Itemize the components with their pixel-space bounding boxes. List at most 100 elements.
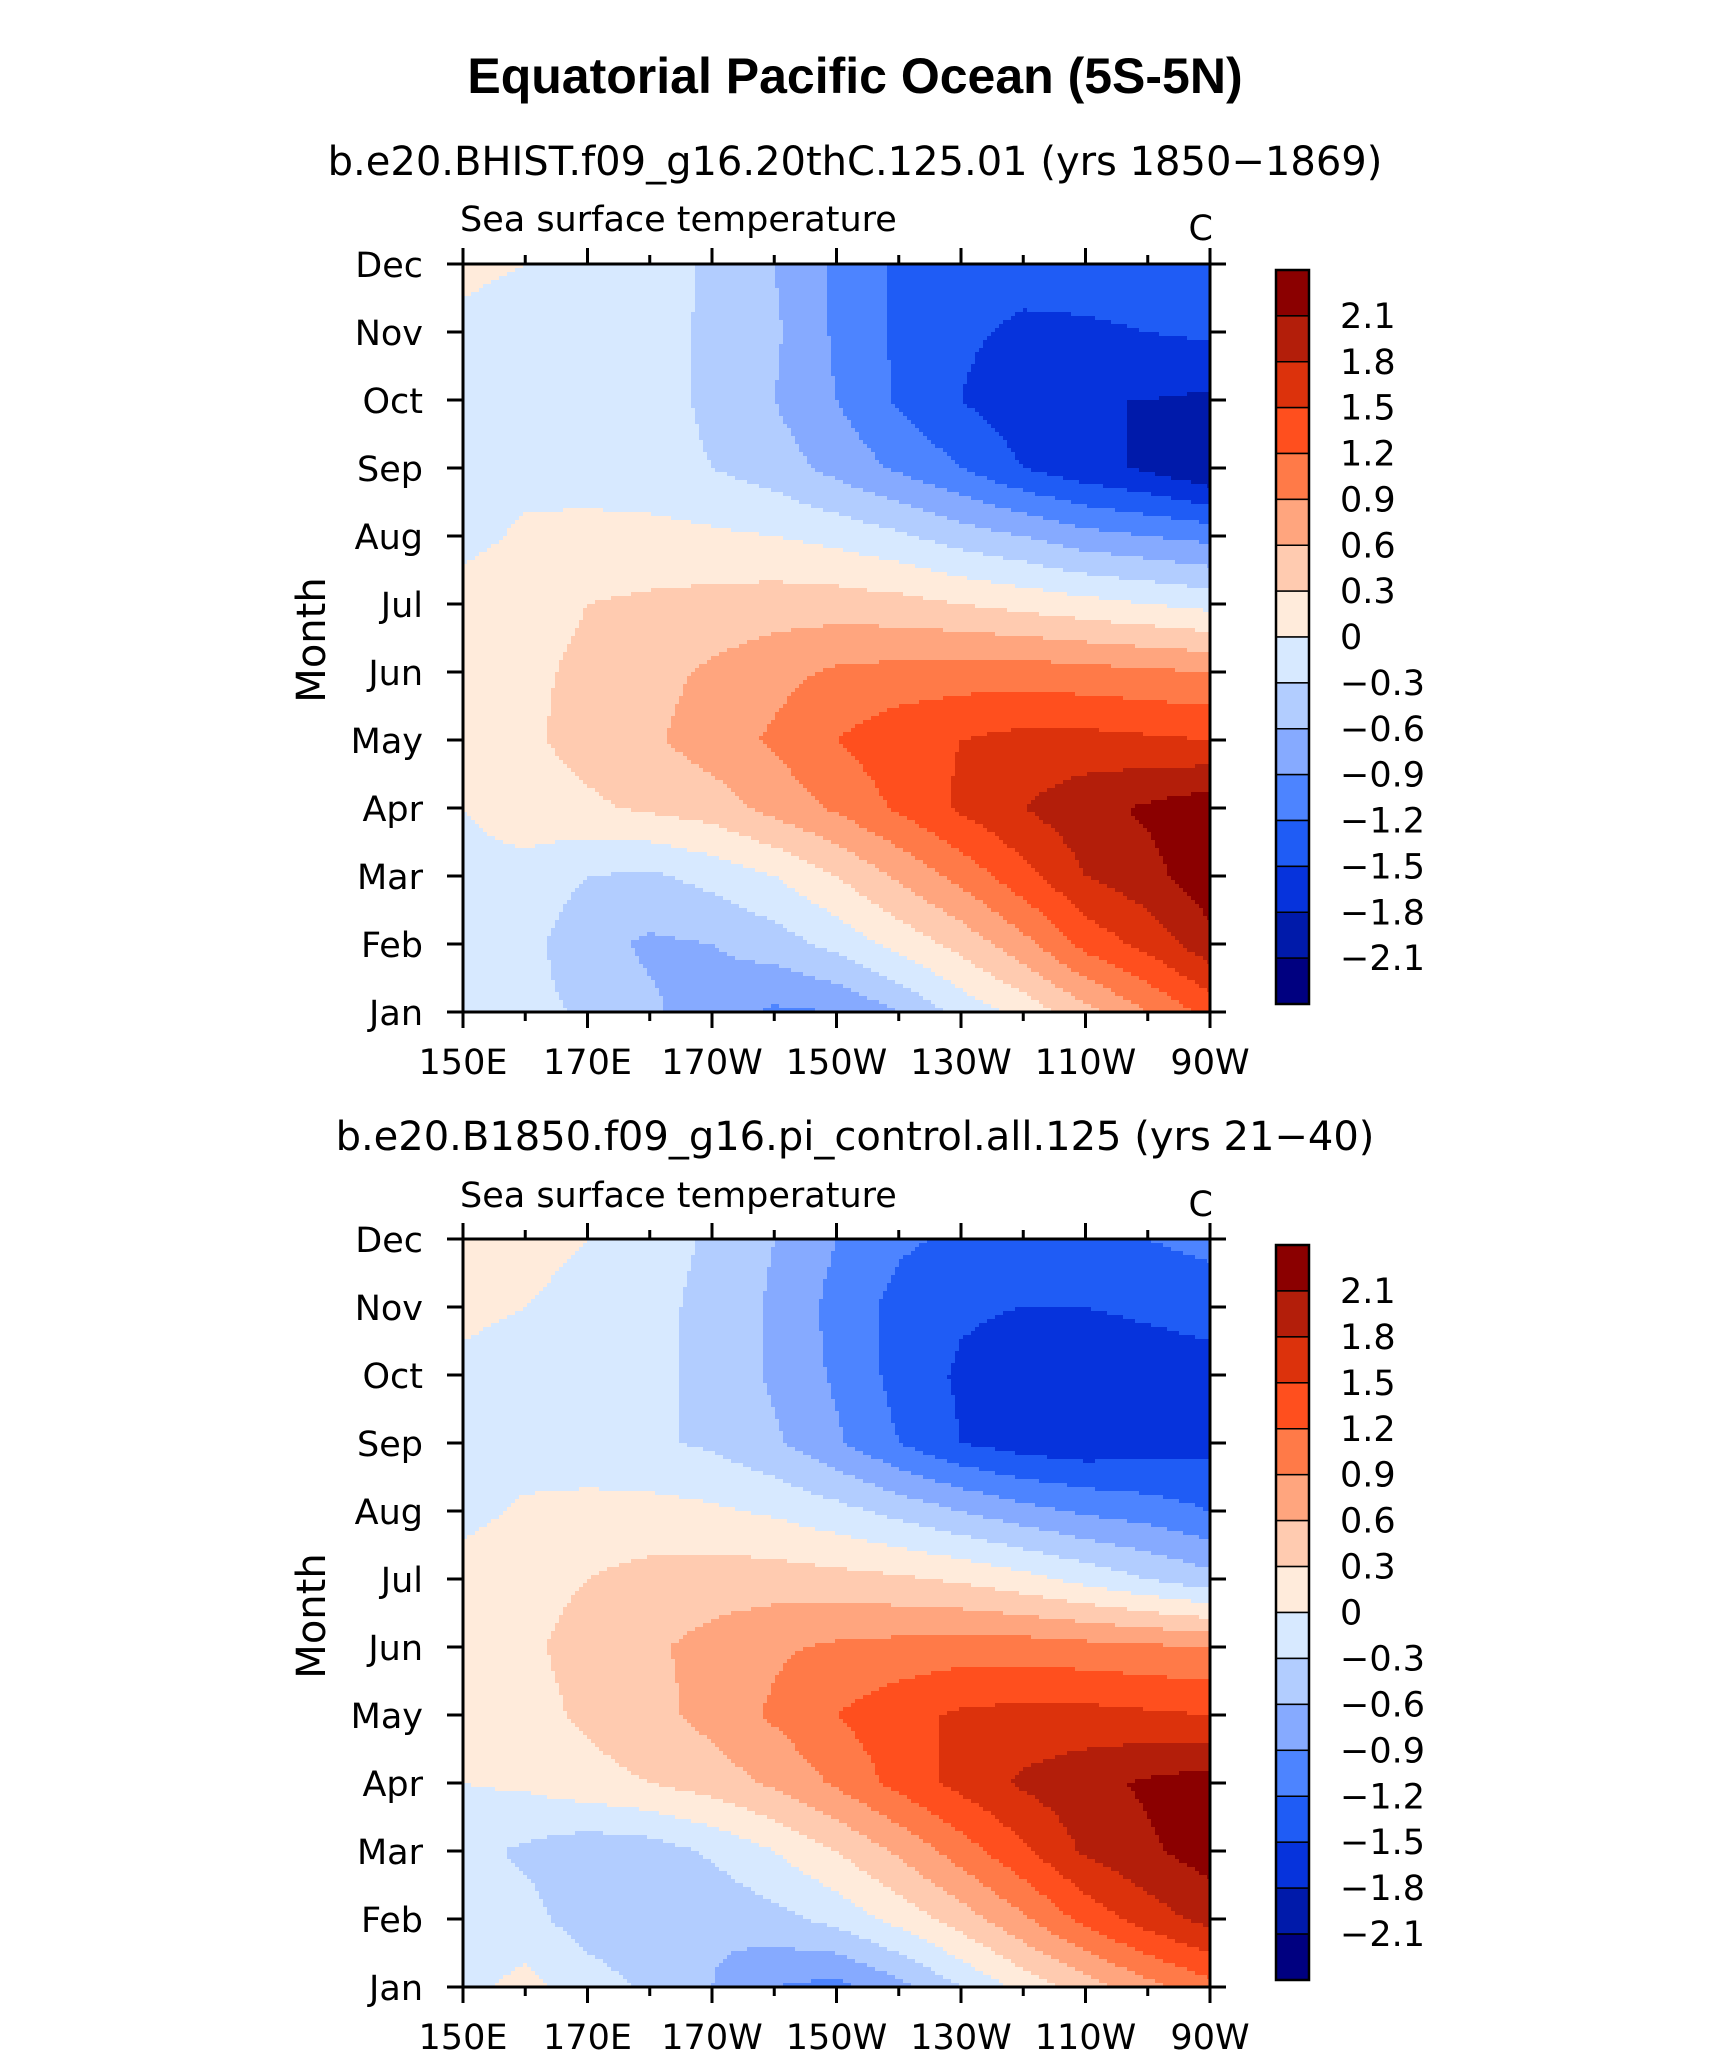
sst-cell: [539, 280, 544, 285]
sst-cell: [1051, 272, 1056, 277]
sst-cell: [1155, 288, 1160, 293]
sst-cell: [987, 268, 992, 273]
sst-cell: [707, 272, 712, 277]
sst-cell: [499, 288, 504, 293]
sst-cell: [903, 280, 908, 285]
sst-cell: [687, 280, 692, 285]
sst-cell: [1091, 276, 1096, 281]
sst-cell: [1091, 284, 1096, 289]
sst-cell: [987, 272, 992, 277]
sst-cell: [831, 280, 836, 285]
sst-cell: [991, 292, 996, 297]
sst-cell: [1075, 276, 1080, 281]
sst-cell: [655, 272, 660, 277]
sst-cell: [1163, 268, 1168, 273]
sst-cell: [487, 284, 492, 289]
sst-cell: [663, 276, 668, 281]
sst-cell: [1175, 272, 1180, 277]
sst-cell: [799, 284, 804, 289]
sst-cell: [911, 284, 916, 289]
sst-cell: [863, 284, 868, 289]
sst-cell: [923, 288, 928, 293]
sst-cell: [1099, 280, 1104, 285]
sst-cell: [983, 288, 988, 293]
sst-cell: [903, 276, 908, 281]
sst-cell: [1039, 280, 1044, 285]
sst-cell: [1055, 280, 1060, 285]
sst-cell: [567, 268, 572, 273]
sst-cell: [783, 268, 788, 273]
sst-cell: [731, 268, 736, 273]
sst-cell: [771, 284, 776, 289]
sst-cell: [1083, 272, 1088, 277]
sst-cell: [799, 272, 804, 277]
sst-cell: [943, 292, 948, 297]
figure-title: Equatorial Pacific Ocean (5S-5N): [467, 48, 1242, 104]
sst-cell: [651, 284, 656, 289]
sst-cell: [695, 284, 700, 289]
sst-cell: [1055, 284, 1060, 289]
sst-cell: [831, 272, 836, 277]
sst-cell: [855, 276, 860, 281]
sst-cell: [843, 284, 848, 289]
sst-cell: [999, 284, 1004, 289]
sst-cell: [775, 284, 780, 289]
sst-cell: [1107, 272, 1112, 277]
sst-cell: [595, 276, 600, 281]
sst-cell: [883, 276, 888, 281]
sst-cell: [631, 268, 636, 273]
sst-cell: [795, 292, 800, 297]
sst-cell: [911, 272, 916, 277]
sst-cell: [695, 280, 700, 285]
sst-cell: [539, 276, 544, 281]
sst-cell: [471, 272, 476, 277]
sst-cell: [1003, 272, 1008, 277]
sst-cell: [483, 288, 488, 293]
sst-cell: [1015, 292, 1020, 297]
sst-cell: [959, 284, 964, 289]
sst-cell: [943, 288, 948, 293]
sst-cell: [803, 292, 808, 297]
sst-cell: [743, 288, 748, 293]
sst-cell: [1103, 272, 1108, 277]
sst-cell: [1147, 280, 1152, 285]
sst-cell: [903, 292, 908, 297]
sst-cell: [519, 272, 524, 277]
sst-cell: [927, 284, 932, 289]
sst-cell: [711, 284, 716, 289]
sst-cell: [1011, 272, 1016, 277]
sst-cell: [963, 280, 968, 285]
sst-cell: [523, 268, 528, 273]
sst-cell: [1143, 272, 1148, 277]
sst-cell: [947, 268, 952, 273]
sst-cell: [635, 268, 640, 273]
sst-cell: [603, 292, 608, 297]
sst-cell: [539, 284, 544, 289]
sst-cell: [647, 272, 652, 277]
sst-cell: [503, 268, 508, 273]
sst-cell: [751, 288, 756, 293]
sst-cell: [1003, 268, 1008, 273]
sst-cell: [791, 280, 796, 285]
sst-cell: [915, 268, 920, 273]
sst-cell: [1175, 280, 1180, 285]
sst-cell: [651, 276, 656, 281]
sst-cell: [1087, 276, 1092, 281]
sst-cell: [831, 292, 836, 297]
sst-cell: [555, 292, 560, 297]
sst-cell: [955, 268, 960, 273]
sst-cell: [527, 284, 532, 289]
sst-cell: [635, 276, 640, 281]
sst-cell: [571, 272, 576, 277]
sst-cell: [611, 288, 616, 293]
sst-cell: [967, 292, 972, 297]
sst-cell: [935, 268, 940, 273]
sst-cell: [675, 276, 680, 281]
sst-cell: [643, 280, 648, 285]
sst-cell: [651, 280, 656, 285]
sst-cell: [643, 284, 648, 289]
sst-cell: [563, 268, 568, 273]
sst-cell: [947, 284, 952, 289]
sst-cell: [983, 268, 988, 273]
